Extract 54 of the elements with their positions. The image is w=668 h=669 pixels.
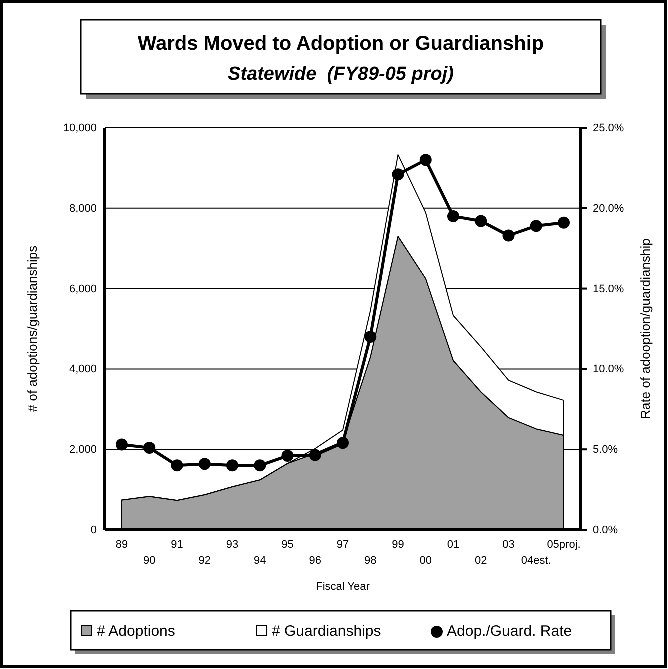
legend-label: # Guardianships (272, 623, 382, 640)
y2-tick-label: 10.0% (593, 364, 624, 376)
point (475, 215, 488, 228)
point (337, 437, 349, 450)
point (530, 220, 542, 232)
x-axis-title: Fiscal Year (316, 581, 370, 593)
x-tick-label: 05proj. (547, 538, 581, 551)
x-tick-label: 98 (364, 555, 377, 568)
point (254, 460, 266, 472)
y-tick-label: 8,000 (69, 202, 97, 215)
point (116, 438, 128, 451)
x-tick-label: 04est. (521, 555, 552, 568)
y2-tick-label: 5.0% (593, 444, 618, 456)
point (420, 154, 432, 166)
y-tick-label: 10,000 (63, 122, 97, 135)
point (502, 230, 515, 242)
legend-label: Adop./Guard. Rate (447, 623, 572, 640)
point (282, 450, 294, 462)
y2-tick-label: 0.0% (593, 524, 618, 537)
x-tick-label: 95 (282, 538, 294, 551)
y2-axis-title: Rate of adooption/guardianship (638, 238, 653, 420)
chart-subtitle: Statewide (FY89-05 proj) (228, 64, 454, 85)
point (144, 442, 156, 454)
y2-tick-label: 25.0% (593, 122, 624, 135)
x-tick-label: 94 (254, 555, 266, 568)
y2-tick-label: 15.0% (593, 283, 624, 296)
y2-tick-label: 20.0% (593, 202, 624, 215)
y-tick-label: 6,000 (69, 283, 97, 296)
point (448, 210, 460, 222)
y-tick-label: 0 (90, 524, 97, 537)
x-tick-label: 03 (502, 538, 515, 551)
x-tick-label: 91 (171, 538, 184, 551)
x-tick-label: 89 (116, 538, 128, 551)
x-tick-label: 92 (198, 555, 211, 568)
y-tick-label: 4,000 (69, 364, 97, 376)
point (364, 331, 377, 344)
y-axis-title: # of adoptions/guardianships (25, 245, 40, 412)
x-tick-label: 00 (420, 555, 432, 568)
x-tick-label: 90 (144, 555, 156, 568)
x-tick-label: 99 (392, 538, 404, 551)
x-tick-label: 93 (226, 538, 239, 551)
x-tick-label: 96 (309, 555, 322, 568)
legend-label: # Adoptions (97, 623, 176, 640)
chart-title: Wards Moved to Adoption or Guardianship (138, 33, 544, 55)
x-tick-label: 97 (336, 538, 350, 551)
point (309, 449, 322, 462)
point (558, 216, 570, 229)
point (198, 458, 211, 470)
y-tick-label: 2,000 (69, 444, 97, 456)
point (226, 460, 238, 472)
point (392, 168, 404, 181)
point (171, 460, 184, 472)
x-tick-label: 02 (475, 555, 488, 568)
x-tick-label: 01 (447, 538, 460, 551)
